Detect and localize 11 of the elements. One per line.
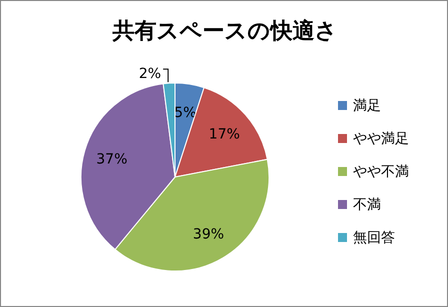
chart-title: 共有スペースの快適さ (112, 18, 338, 44)
data-label: 5% (174, 105, 196, 122)
legend-label: 無回答 (353, 230, 395, 246)
legend-label: やや不満 (353, 164, 409, 180)
data-label: 39% (192, 226, 224, 243)
legend-label: 満足 (353, 98, 381, 114)
legend-label: やや満足 (353, 131, 409, 147)
data-label: 2% (138, 66, 162, 82)
data-label: 17% (208, 126, 240, 142)
data-label: 37% (96, 152, 128, 168)
legend-label: 不満 (353, 197, 381, 213)
